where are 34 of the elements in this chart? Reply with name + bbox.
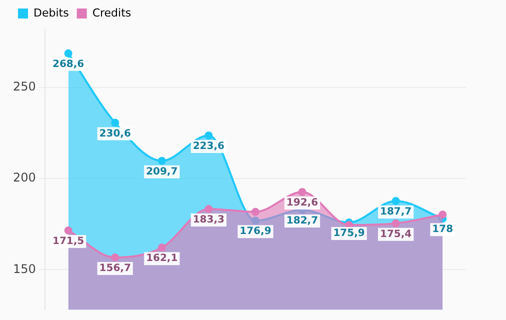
data-label: 183,3 <box>192 214 225 226</box>
data-label: 182,7 <box>286 216 318 227</box>
data-label: 162,1 <box>146 253 178 264</box>
point <box>64 49 72 58</box>
data-label: 156,7 <box>99 263 131 274</box>
data-label: 192,6 <box>286 198 318 209</box>
point <box>392 219 400 228</box>
point <box>64 226 72 234</box>
point <box>251 208 260 216</box>
y-tick-label: 250 <box>13 79 36 94</box>
point <box>204 131 213 140</box>
point <box>111 118 120 127</box>
legend-label: Debits <box>34 6 70 20</box>
data-label: 230,6 <box>99 128 131 140</box>
data-label: 187,7 <box>380 206 412 218</box>
data-label: 176,9 <box>240 226 272 238</box>
y-tick-label: 200 <box>13 170 36 185</box>
y-tick-label: 150 <box>13 262 36 276</box>
point <box>251 216 260 225</box>
data-label: 209,7 <box>146 166 178 178</box>
data-label: 268,6 <box>52 59 84 70</box>
data-label: 223,6 <box>192 141 225 152</box>
data-label: 178 <box>432 224 454 236</box>
point <box>438 210 447 219</box>
point <box>204 204 213 213</box>
data-label: 171,5 <box>52 236 84 248</box>
point <box>298 188 306 196</box>
point <box>158 244 166 252</box>
legend-label: Credits <box>92 6 132 20</box>
data-label: 175,4 <box>380 228 412 240</box>
data-label: 175,9 <box>333 228 365 240</box>
point <box>158 156 166 165</box>
point <box>111 253 120 262</box>
point <box>392 196 400 205</box>
